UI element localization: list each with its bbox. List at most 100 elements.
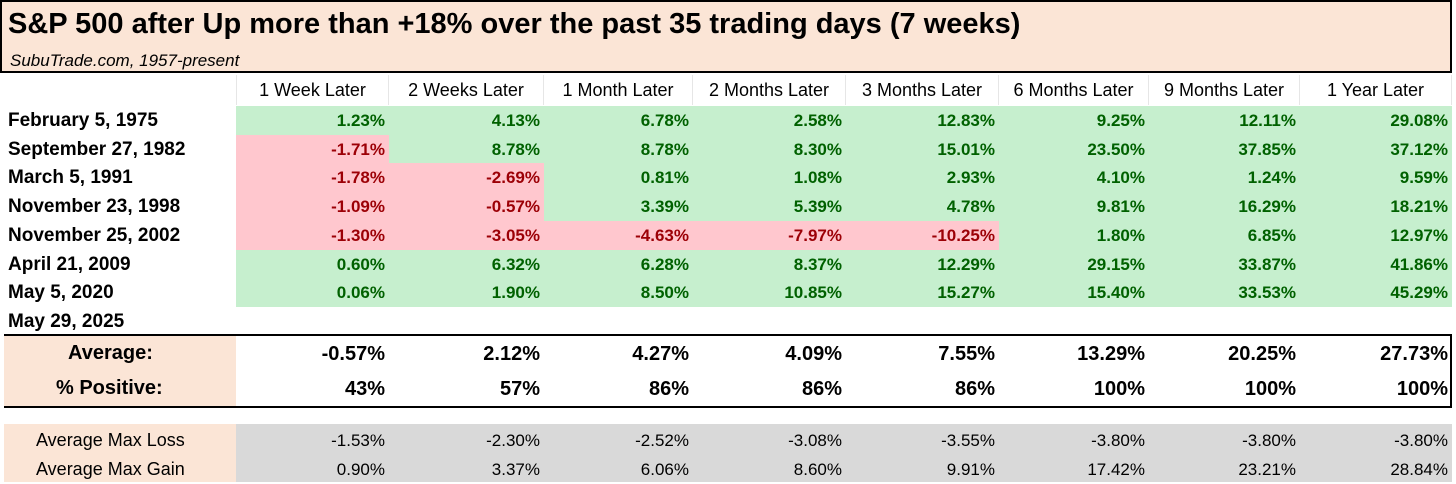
table-cell: 6.28% [544, 249, 693, 279]
max-row-cell: -3.80% [1394, 431, 1448, 450]
row-label: February 5, 1975 [8, 110, 158, 131]
summary-cell: 7.55% [938, 343, 995, 365]
chart-title: S&P 500 after Up more than +18% over the… [8, 8, 1021, 40]
table-cell: 4.78% [846, 192, 999, 222]
max-row-label: Average Max Gain [36, 459, 185, 479]
summary-cell: 4.09% [785, 343, 842, 365]
row-label: April 21, 2009 [8, 253, 131, 275]
max-row-cell: -3.80% [1091, 431, 1145, 450]
max-label-background [4, 424, 236, 482]
table-cell: 1.24% [1149, 163, 1300, 193]
table-cell: 9.59% [1300, 163, 1452, 193]
table-cell: 9.25% [999, 106, 1149, 135]
table-cell: 1.80% [999, 220, 1149, 250]
max-row-cell: -1.53% [331, 431, 385, 450]
table-cell: 8.78% [544, 134, 693, 164]
max-row-cell: 9.91% [946, 460, 995, 479]
max-row-label: Average Max Loss [36, 430, 185, 450]
summary-border-right [1450, 334, 1452, 408]
table-cell: 2.93% [846, 163, 999, 193]
table-cell: 0.81% [544, 163, 693, 193]
table-cell: -4.63% [544, 220, 693, 250]
table-cell: 12.97% [1300, 220, 1452, 250]
chart-subtitle: SubuTrade.com, 1957-present [10, 51, 240, 70]
summary-label-background [4, 336, 236, 406]
max-row-cell: -2.30% [486, 431, 540, 450]
table-cell: 12.83% [846, 106, 999, 135]
max-row-cell: 0.90% [336, 460, 385, 479]
max-row-cell: 3.37% [491, 460, 540, 479]
table-cell: -0.57% [389, 192, 544, 222]
column-header: 9 Months Later [1149, 75, 1300, 105]
max-row-cell: -3.80% [1242, 431, 1296, 450]
max-row-cell: -2.52% [635, 431, 689, 450]
summary-cell: 86% [954, 378, 995, 400]
summary-cell: 4.27% [632, 343, 689, 365]
table-cell: 1.90% [389, 278, 544, 308]
table-cell: 4.10% [999, 163, 1149, 193]
title-banner: S&P 500 after Up more than +18% over the… [0, 0, 1452, 73]
max-values-background [236, 424, 1452, 482]
summary-cell: 43% [344, 378, 385, 400]
table-cell: 12.11% [1149, 106, 1300, 135]
table-cell: 29.08% [1300, 106, 1452, 135]
summary-cell: 13.29% [1077, 343, 1145, 365]
table-cell: 15.01% [846, 134, 999, 164]
column-header: 2 Weeks Later [389, 75, 544, 105]
table-cell: 37.85% [1149, 134, 1300, 164]
table-cell: 18.21% [1300, 192, 1452, 222]
table-cell: -7.97% [693, 220, 846, 250]
table-cell: 33.53% [1149, 278, 1300, 308]
summary-cell: 20.25% [1228, 343, 1296, 365]
max-row-cell: -3.55% [941, 431, 995, 450]
column-header: 2 Months Later [693, 75, 846, 105]
table-cell: 8.30% [693, 134, 846, 164]
summary-border-top [4, 334, 1452, 336]
table-cell: -2.69% [389, 163, 544, 193]
row-label: September 27, 1982 [8, 138, 186, 160]
table-cell: 6.32% [389, 249, 544, 279]
table-cell: 8.37% [693, 249, 846, 279]
column-header: 1 Week Later [236, 75, 389, 105]
max-row-cell: 17.42% [1087, 460, 1145, 479]
table-cell: 8.78% [389, 134, 544, 164]
summary-label: % Positive: [56, 377, 163, 399]
table-cell: -3.05% [389, 220, 544, 250]
max-row-cell: -3.08% [788, 431, 842, 450]
summary-cell: 86% [648, 378, 689, 400]
table-cell: 0.06% [236, 278, 389, 308]
summary-border-bottom [4, 406, 1452, 408]
table-cell: 41.86% [1300, 249, 1452, 279]
max-row-cell: 6.06% [640, 460, 689, 479]
max-row-cell: 8.60% [793, 460, 842, 479]
summary-label: Average: [68, 342, 153, 364]
summary-cell: 86% [801, 378, 842, 400]
column-header: 3 Months Later [846, 75, 999, 105]
max-row-cell: 23.21% [1238, 460, 1296, 479]
table-cell: 12.29% [846, 249, 999, 279]
summary-cell: 100% [1093, 378, 1145, 400]
summary-cell: 100% [1396, 378, 1448, 400]
table-cell: 37.12% [1300, 134, 1452, 164]
column-header: 1 Year Later [1300, 75, 1452, 105]
table-cell: 1.23% [236, 106, 389, 135]
row-label: May 29, 2025 [8, 310, 125, 332]
row-label: November 25, 2002 [8, 224, 181, 246]
row-label: May 5, 2020 [8, 282, 114, 304]
table-cell: 1.08% [693, 163, 846, 193]
table-cell: 15.27% [846, 278, 999, 308]
table-cell: 16.29% [1149, 192, 1300, 222]
table-cell: -1.30% [236, 220, 389, 250]
table-cell: 10.85% [693, 278, 846, 308]
table-cell: 5.39% [693, 192, 846, 222]
table-cell: 23.50% [999, 134, 1149, 164]
table-cell: 45.29% [1300, 278, 1452, 308]
table-cell: 3.39% [544, 192, 693, 222]
table-cell: 4.13% [389, 106, 544, 135]
column-header: 1 Month Later [544, 75, 693, 105]
table-cell: 8.50% [544, 278, 693, 308]
summary-cell: -0.57% [321, 343, 385, 365]
table-cell: -1.78% [236, 163, 389, 193]
table-cell: 15.40% [999, 278, 1149, 308]
table-cell: 0.60% [236, 249, 389, 279]
